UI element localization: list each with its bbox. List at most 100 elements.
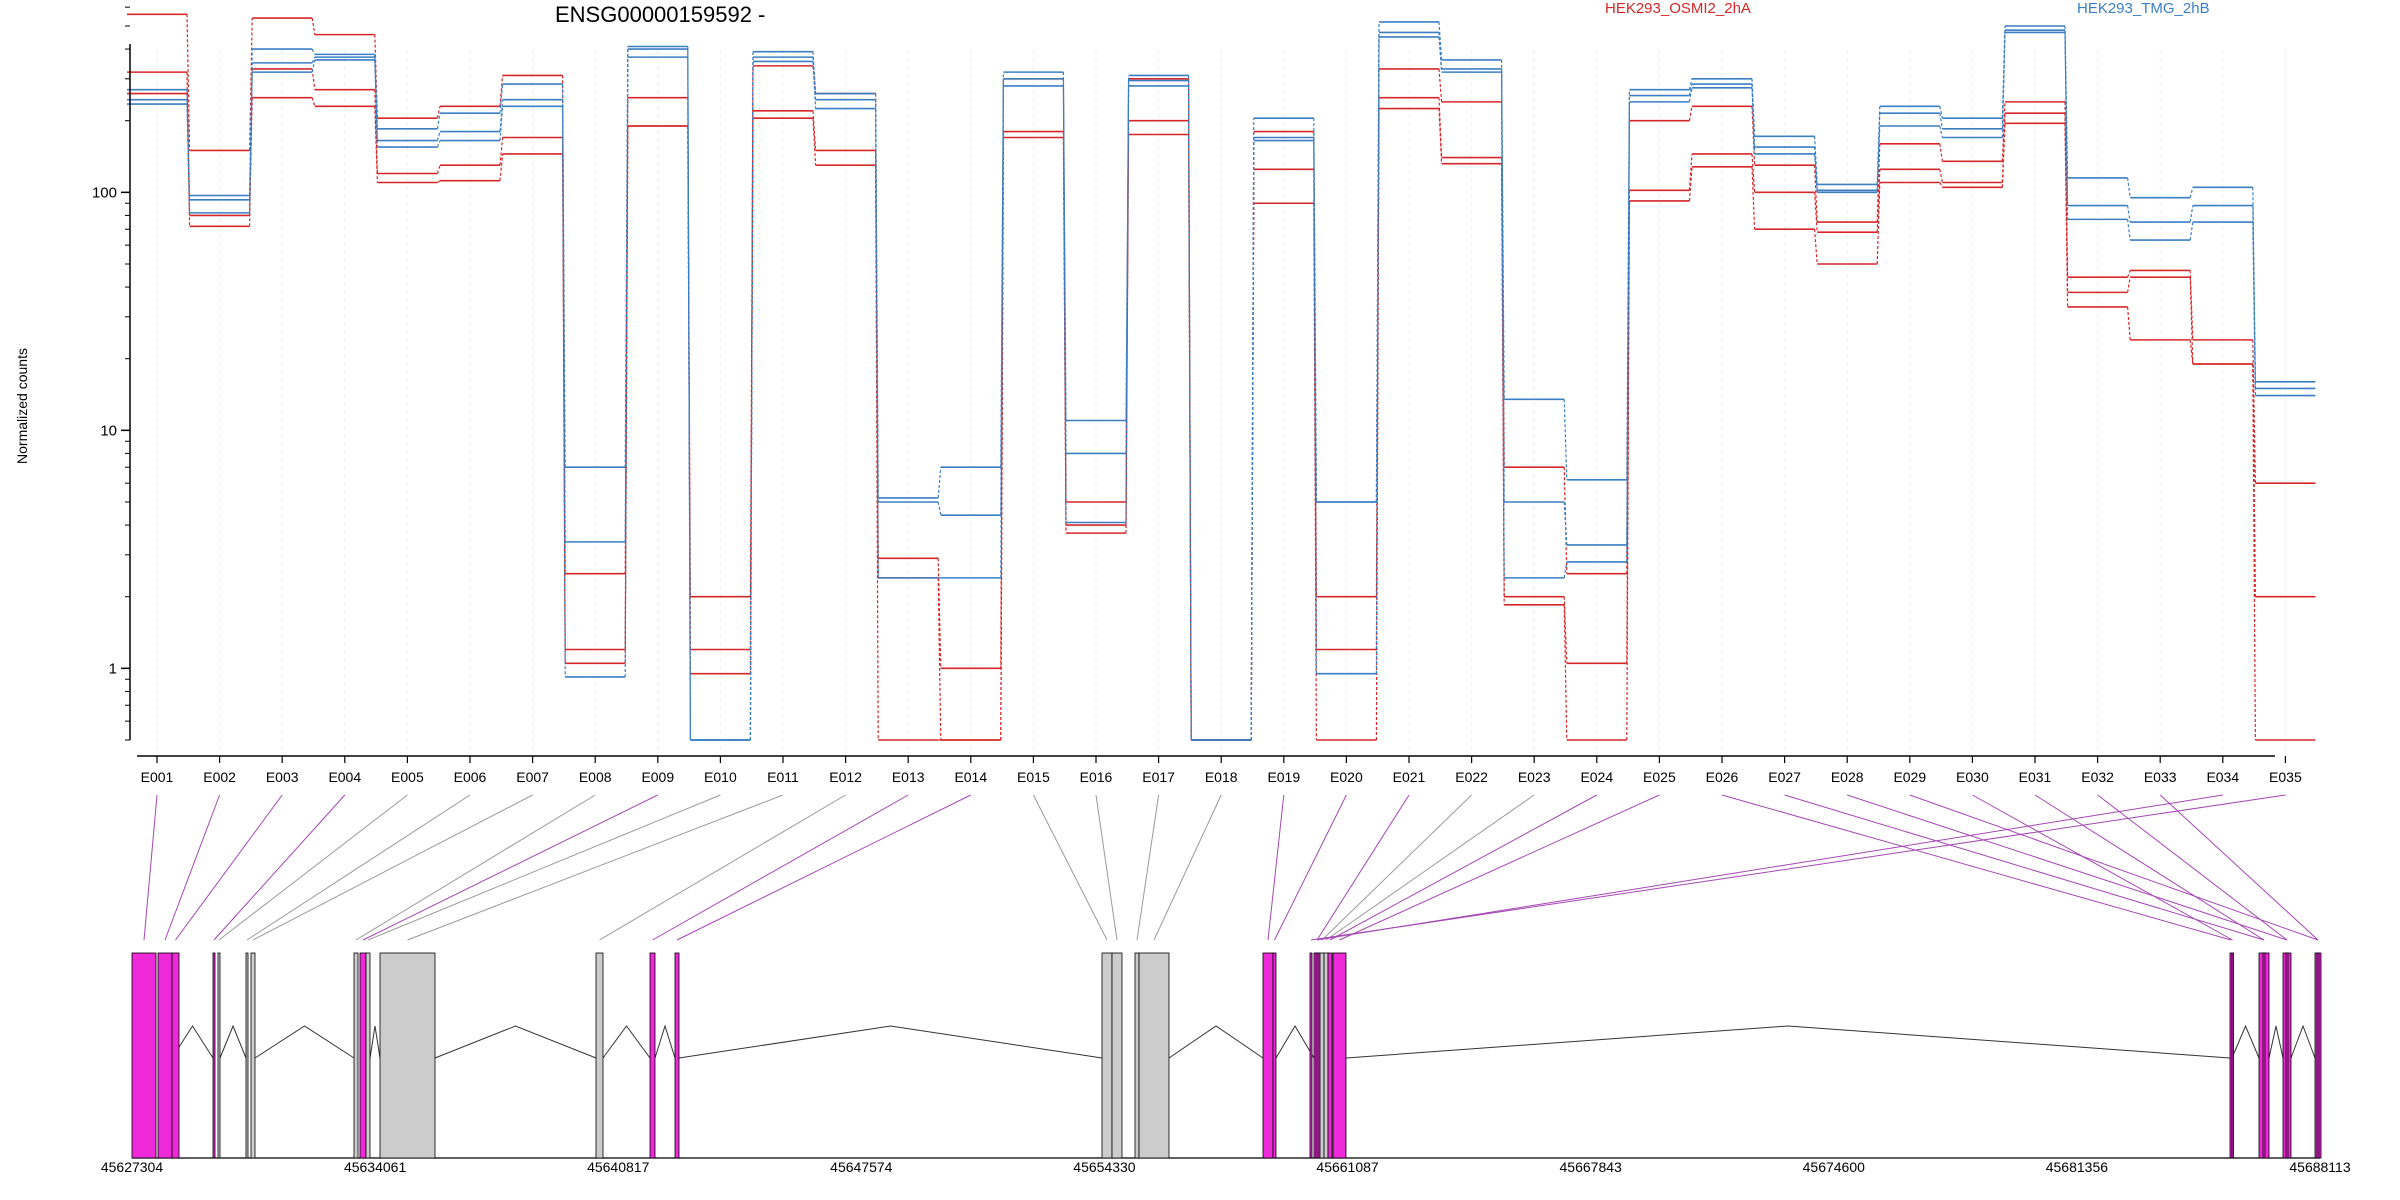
series-3-connector-34 (2252, 364, 2256, 741)
series-3-connector-5 (437, 180, 441, 183)
series-4-connector-23 (1563, 399, 1568, 480)
series-2-connector-29 (1939, 169, 1943, 183)
series-lines (127, 13, 2316, 741)
series-3-connector-25 (1688, 166, 1693, 202)
series-1-connector-25 (1688, 106, 1693, 121)
series-1-connector-34 (2252, 339, 2256, 484)
connector-E010 (367, 794, 721, 941)
exon-block-24 (1327, 952, 1333, 1159)
series-6-connector-11 (812, 61, 817, 109)
x-tick-label-E033: E033 (2144, 769, 2177, 785)
series-3-connector-26 (1751, 166, 1756, 230)
exon-block-16 (1111, 952, 1123, 1159)
series-2-connector-13 (937, 577, 942, 741)
connector-E034 (1316, 794, 2223, 941)
series-1-connector-23 (1563, 467, 1568, 574)
connector-E017 (1136, 794, 1160, 941)
connector-E035 (1310, 794, 2286, 941)
exon-block-12 (595, 952, 604, 1159)
exon-block-35 (1309, 952, 1313, 1159)
series-5-connector-6 (499, 99, 504, 132)
series-4-connector-33 (2189, 187, 2194, 198)
series-5-connector-25 (1688, 83, 1693, 96)
x-tick-label-E019: E019 (1267, 769, 1300, 785)
connector-E009 (362, 794, 659, 941)
chart-title: ENSG00000159592 - (555, 2, 766, 27)
series-6-connector-1 (186, 104, 191, 213)
coordinate-label-45661087: 45661087 (1316, 1159, 1379, 1175)
series-1-connector-27 (1814, 165, 1818, 223)
connector-E031 (2034, 794, 2265, 941)
exon-block-2 (157, 952, 173, 1159)
series-6-connector-33 (2189, 222, 2194, 241)
axes: 1 10 100 E001 E002 E003 E004 E005 E006 E007 E008 E0… (92, 6, 2302, 785)
connector-E020 (1274, 794, 1347, 941)
x-tick-label-E025: E025 (1643, 769, 1676, 785)
series-3-connector-30 (2001, 123, 2006, 188)
exon-connector-lines (143, 794, 2319, 941)
series-6-connector-18 (1250, 140, 1255, 741)
y-tick-label-1: 1 (109, 660, 117, 677)
x-tick-label-E028: E028 (1831, 769, 1864, 785)
series-6-connector-21 (1438, 36, 1443, 73)
series-6-connector-27 (1814, 153, 1818, 193)
x-tick-label-E031: E031 (2019, 769, 2052, 785)
series-2-connector-25 (1688, 153, 1693, 191)
series-5-connector-13 (937, 501, 942, 516)
exon-block-8 (353, 952, 359, 1159)
series-1-connector-13 (937, 558, 942, 669)
series-1-connector-33 (2189, 270, 2194, 340)
exon-block-3 (171, 952, 180, 1159)
intron-7 (654, 1024, 676, 1059)
exon-block-5 (217, 952, 221, 1159)
series-2-connector-23 (1563, 596, 1568, 664)
series-line-5 (127, 29, 2316, 741)
series-3-connector-3 (311, 97, 316, 107)
exon-block-18 (1138, 952, 1170, 1159)
series-5-connector-32 (2127, 205, 2131, 223)
connector-E028 (1847, 794, 2288, 941)
intron-10 (1275, 1025, 1315, 1059)
series-line-6 (127, 31, 2316, 741)
coordinate-label-45654330: 45654330 (1073, 1159, 1136, 1175)
series-3-connector-6 (499, 153, 504, 181)
connector-E024 (1329, 794, 1598, 941)
exon-block-7 (250, 952, 256, 1159)
connector-E011 (407, 794, 784, 941)
series-6-connector-26 (1751, 87, 1756, 154)
connector-E002 (164, 794, 221, 941)
series-2-connector-28 (1876, 169, 1881, 233)
exon-block-6 (245, 952, 249, 1159)
exon-block-4 (212, 952, 216, 1159)
series-2-connector-33 (2189, 277, 2194, 365)
coordinate-label-45647574: 45647574 (830, 1159, 893, 1175)
connector-E004 (213, 794, 346, 941)
series-5-connector-29 (1939, 113, 1943, 129)
series-2-connector-3 (311, 68, 316, 90)
series-4-connector-21 (1438, 21, 1443, 60)
series-6-connector-12 (874, 108, 879, 578)
series-3-connector-28 (1876, 182, 1881, 265)
x-tick-label-E009: E009 (641, 769, 674, 785)
connector-E022 (1321, 794, 1472, 941)
series-4-connector-13 (937, 467, 942, 498)
series-4-connector-32 (2127, 177, 2131, 198)
series-6-connector-20 (1375, 36, 1380, 674)
connector-E026 (1721, 794, 2232, 941)
series-6-connector-2 (249, 72, 253, 213)
x-tick-label-E012: E012 (829, 769, 862, 785)
exon-block-20 (1272, 952, 1277, 1159)
connector-E027 (1784, 794, 2265, 941)
coordinate-label-45634061: 45634061 (344, 1159, 407, 1175)
series-6-connector-28 (1876, 125, 1881, 193)
series-6-connector-23 (1563, 561, 1568, 578)
series-6-connector-29 (1939, 125, 1943, 138)
series-5-connector-23 (1563, 501, 1568, 545)
connector-E023 (1325, 794, 1535, 941)
connector-E007 (252, 794, 533, 941)
series-2-connector-27 (1814, 192, 1818, 233)
exon-block-15 (1101, 952, 1113, 1159)
x-tick-label-E017: E017 (1142, 769, 1175, 785)
series-1-connector-3 (311, 17, 316, 35)
series-3-connector-4 (374, 106, 378, 183)
